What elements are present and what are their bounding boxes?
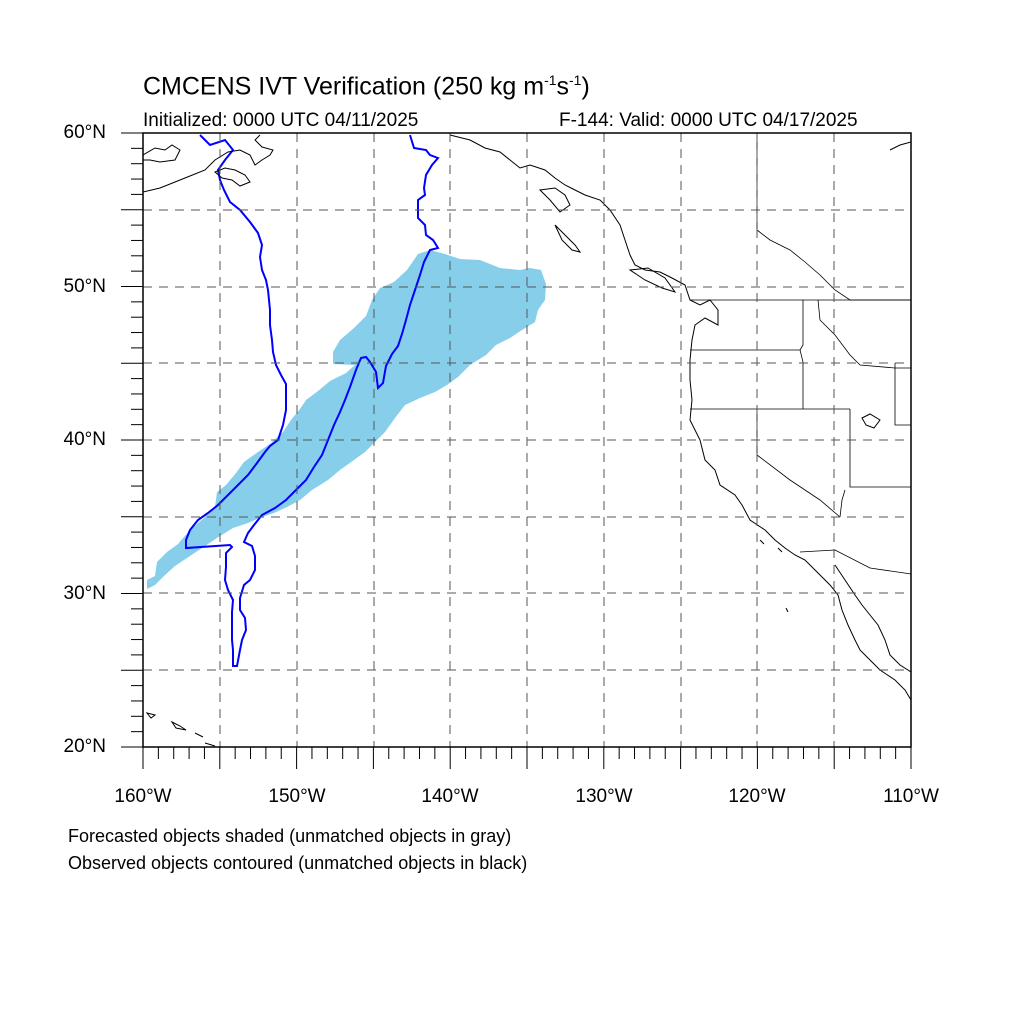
lon-label-110w: 110°W (883, 786, 939, 807)
lon-label-150w: 150°W (268, 786, 326, 807)
lat-label-30: 30°N (63, 583, 106, 604)
lat-label-20: 20°N (63, 736, 106, 757)
graticule (143, 133, 911, 747)
political-borders (690, 133, 911, 575)
init-time-label: Initialized: 0000 UTC 04/11/2025 (143, 110, 419, 131)
lat-label-50: 50°N (63, 276, 106, 297)
footer-note-forecast: Forecasted objects shaded (unmatched obj… (68, 826, 512, 846)
axis-ticks (121, 132, 912, 769)
lat-label-40: 40°N (63, 429, 106, 450)
footer-note-observed: Observed objects contoured (unmatched ob… (68, 853, 528, 873)
valid-time-label: F-144: Valid: 0000 UTC 04/17/2025 (559, 110, 858, 131)
forecast-ivt-object (147, 250, 546, 589)
lon-label-140w: 140°W (421, 786, 479, 807)
lat-label-60: 60°N (63, 122, 106, 143)
map-title: CMCENS IVT Verification (250 kg m-1s-1) (143, 72, 590, 101)
lon-label-160w: 160°W (114, 786, 172, 807)
lon-label-130w: 130°W (575, 786, 633, 807)
observed-ivt-contour (185, 134, 440, 667)
lon-label-120w: 120°W (728, 786, 786, 807)
